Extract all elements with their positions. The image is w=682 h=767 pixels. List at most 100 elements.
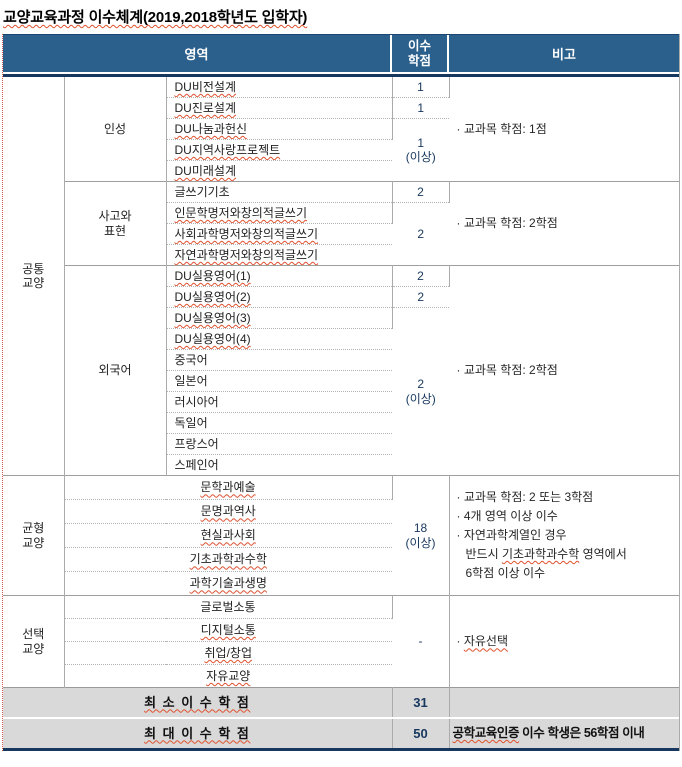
curriculum-table: 영역 이수 학점 비고 공통 교양 인성 DU비전설계 1 · 교과목 학점: … (2, 34, 680, 751)
table-row: DU실용영어(4) (3, 328, 679, 350)
course-cell: DU지역사랑프로젝트 (166, 139, 392, 161)
table-row: 공통 교양 인성 DU비전설계 1 · 교과목 학점: 1점 (3, 77, 679, 476)
table-row: DU지역사랑프로젝트 (3, 139, 679, 161)
course-cell: 글로벌소통 (64, 595, 393, 619)
course-cell: 자연과학명저와창의적글쓰기 (166, 244, 392, 266)
course-cell: 사회과학명저와창의적글쓰기 (166, 223, 392, 245)
table-row: 사회과학명저와창의적글쓰기 (3, 223, 679, 245)
note-cell-foreign: · 교과목 학점: 2학점 (449, 265, 679, 476)
table-row: 균형 교양 문학과예술 18 (이상) · 교과목 학점: 2 또는 3학점 ·… (3, 475, 679, 596)
course-cell: 독일어 (166, 412, 392, 434)
course-cell: DU비전설계 (166, 77, 393, 98)
course-cell: 기초과학과수학 (64, 547, 392, 572)
group-cell-thinking: 사고와 표현 (64, 181, 167, 266)
table-body: 공통 교양 인성 DU비전설계 1 · 교과목 학점: 1점 DU진로설계 1 … (3, 77, 679, 748)
note-cell-character: · 교과목 학점: 1점 (456, 121, 547, 136)
header-credits: 이수 학점 (392, 35, 449, 72)
table-row: 인문학명저와창의적글쓰기 2 (3, 202, 679, 266)
category-cell-common: 공통 교양 (3, 77, 65, 476)
credit-cell: 2 (392, 181, 450, 203)
table-row: 독일어 (3, 412, 679, 434)
course-cell: DU진로설계 (166, 97, 393, 119)
page-title-text: 교양교육과정 이수체계(2019,2018학년도 입학자) (3, 9, 308, 26)
table-row: 중국어 (3, 349, 679, 371)
course-cell: DU실용영어(2) (166, 286, 393, 308)
header-note: 비고 (552, 47, 576, 62)
note-line: · 교과목 학점: 2 또는 3학점 (456, 490, 594, 504)
category-cell-balance: 균형 교양 (3, 475, 65, 596)
min-credits-row: 최 소 이 수 학 점 31 (3, 687, 679, 718)
table-row: 사고와 표현 글쓰기기초 2 · 교과목 학점: 2학점 (3, 181, 679, 266)
table-row: 현실과사회 (3, 523, 679, 548)
table-row: DU진로설계 1 (3, 97, 679, 119)
credit-cell-group: 2 (392, 202, 449, 266)
min-credits-label: 최 소 이 수 학 점 (3, 687, 393, 718)
table-header-row: 영역 이수 학점 비고 (3, 34, 679, 72)
max-credits-note: 공학교육인증 이수 학생은 56학점 이내 (449, 717, 679, 748)
course-cell: 인문학명저와창의적글쓰기 (166, 202, 393, 224)
credit-cell: 1 (392, 97, 449, 119)
header-divider-line (3, 74, 679, 77)
max-credits-row: 최 대 이 수 학 점 50 공학교육인증 이수 학생은 56학점 이내 (3, 717, 679, 748)
table-row: 자연과학명저와창의적글쓰기 (3, 244, 679, 266)
course-cell: 글쓰기기초 (166, 181, 393, 203)
table-row: 자유교양 (3, 664, 679, 688)
table-row: 과학기술과생명 (3, 571, 679, 596)
course-cell: DU실용영어(1) (166, 265, 393, 287)
table-row: 문명과역사 (3, 499, 679, 524)
header-divider-gap (3, 72, 679, 74)
table-row: 러시아어 (3, 391, 679, 413)
empty-note-cell (449, 687, 679, 718)
course-cell: 중국어 (166, 349, 392, 371)
course-cell: 문명과역사 (64, 499, 392, 524)
table-row: DU실용영어(2) 2 (3, 286, 679, 308)
max-credits-value: 50 (392, 717, 450, 748)
credit-cell-group: 2 (이상) (392, 307, 449, 476)
note-line: · 자연과학계열인 경우 (456, 528, 567, 542)
page-title: 교양교육과정 이수체계(2019,2018학년도 입학자) (3, 6, 682, 27)
course-cell: DU실용영어(3) (166, 307, 393, 329)
course-cell: 현실과사회 (64, 523, 392, 548)
table-row: 디지털소통 (3, 618, 679, 642)
course-cell: DU미래설계 (166, 160, 392, 182)
header-area: 영역 (3, 35, 392, 72)
table-row: DU미래설계 (3, 160, 679, 182)
course-cell: 자유교양 (64, 664, 392, 688)
course-cell: 문학과예술 (64, 475, 393, 500)
note-cell-elective: · 자유선택 (449, 595, 679, 688)
note-cell-thinking: · 교과목 학점: 2학점 (449, 181, 679, 266)
credit-cell-group: - (392, 595, 450, 688)
table-row: 외국어 DU실용영어(1) 2 · 교과목 학점: 2학점 (3, 265, 679, 476)
credit-cell-group: 18 (이상) (392, 475, 450, 596)
table-bottom-line (3, 748, 679, 751)
course-cell: 스페인어 (166, 454, 392, 476)
table-row: 기초과학과수학 (3, 547, 679, 572)
table-row: 일본어 (3, 370, 679, 392)
group-cell-character: 인성 (64, 77, 167, 182)
note-cell-balance: · 교과목 학점: 2 또는 3학점 · 4개 영역 이상 이수 · 자연과학계… (449, 475, 679, 596)
course-cell: DU실용영어(4) (166, 328, 392, 350)
table-row: 선택 교양 글로벌소통 - · 자유선택 (3, 595, 679, 688)
course-cell: 취업/창업 (64, 641, 392, 665)
min-credits-value: 31 (392, 687, 450, 718)
credit-cell: 2 (392, 265, 450, 287)
course-cell: 디지털소통 (64, 618, 392, 642)
note-line: 6학점 이상 이수 (465, 566, 546, 580)
credit-cell: 2 (392, 286, 449, 308)
course-cell: 프랑스어 (166, 433, 392, 455)
table-row: 프랑스어 (3, 433, 679, 455)
group-cell-foreign: 외국어 (64, 265, 167, 476)
table-row: 취업/창업 (3, 641, 679, 665)
course-cell: 러시아어 (166, 391, 392, 413)
note-line: 반드시 기초과학과수학 영역에서 (465, 547, 627, 561)
category-cell-elective: 선택 교양 (3, 595, 65, 688)
note-line: · 4개 영역 이상 이수 (456, 509, 558, 523)
table-row: DU실용영어(3) 2 (이상) (3, 307, 679, 476)
table-row: 스페인어 (3, 454, 679, 476)
credit-cell-group: 1 (이상) (392, 118, 449, 182)
course-cell: DU나눔과헌신 (166, 118, 393, 140)
course-cell: 과학기술과생명 (64, 571, 392, 596)
table-row: DU나눔과헌신 1 (이상) (3, 118, 679, 182)
max-credits-label: 최 대 이 수 학 점 (3, 717, 393, 748)
